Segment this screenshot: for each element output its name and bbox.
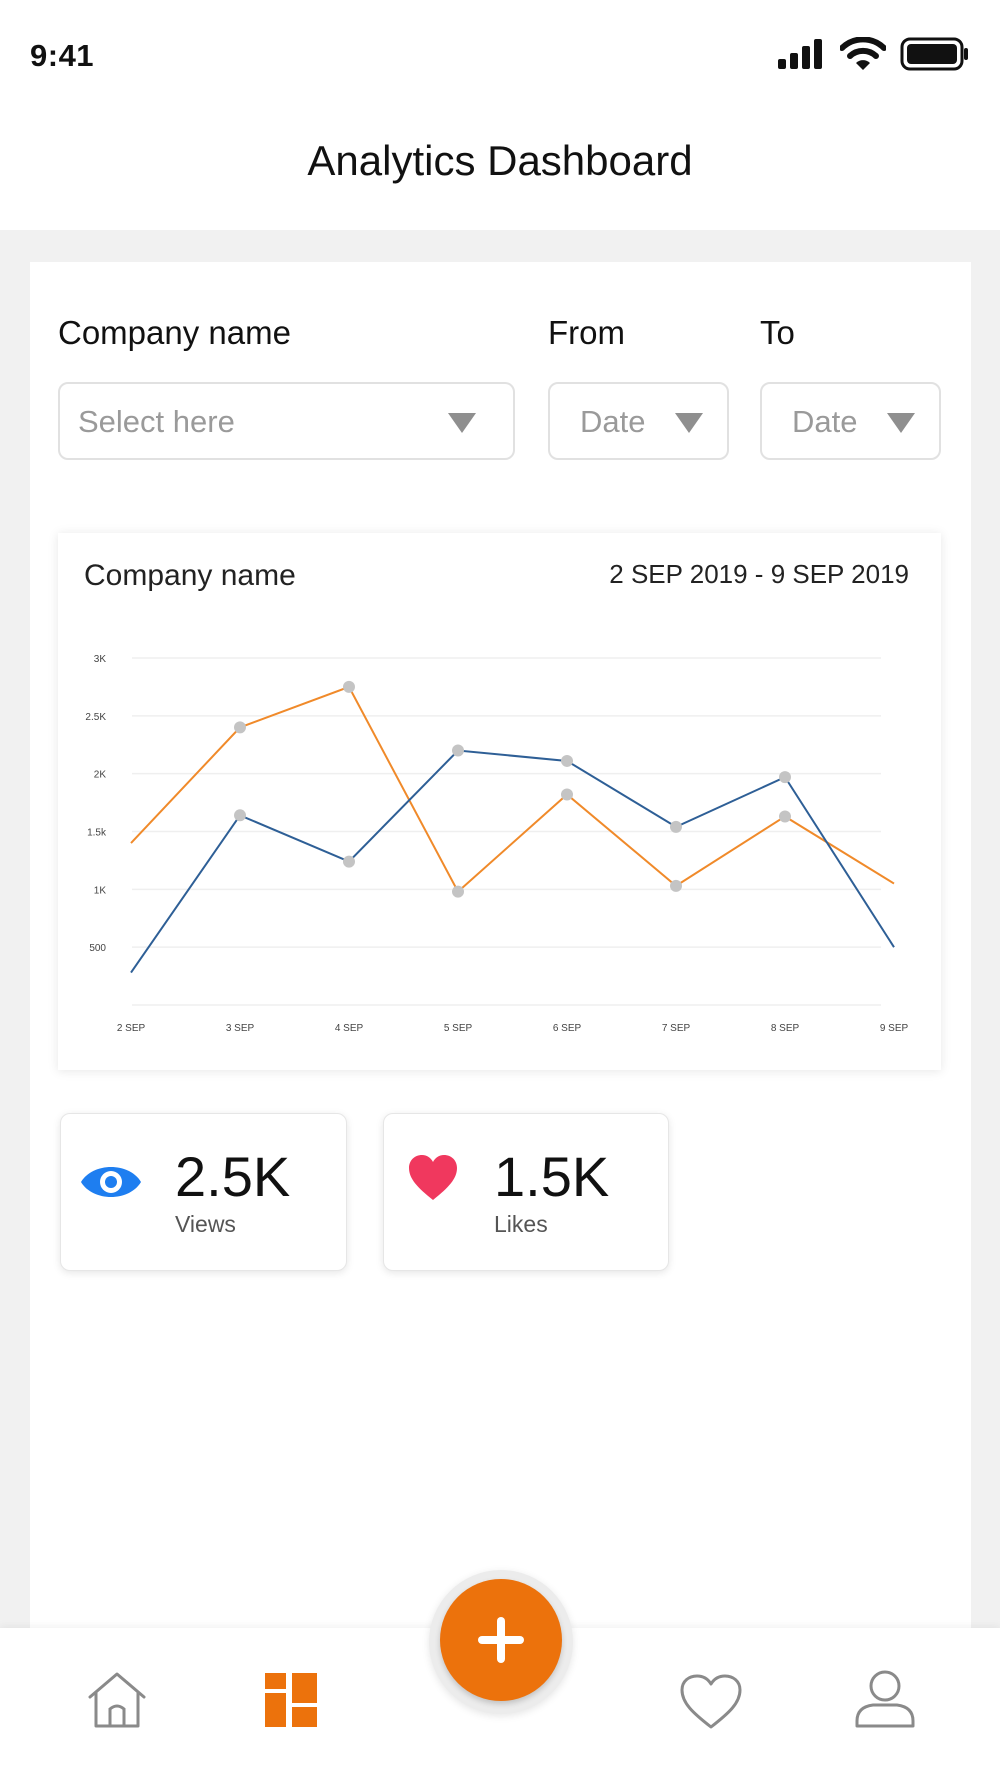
y-tick-label: 3K (94, 654, 107, 665)
data-point (779, 771, 791, 784)
views-label: Views (175, 1211, 236, 1237)
data-point (452, 744, 464, 757)
series-line-0 (130, 685, 895, 894)
chevron-down-icon (448, 413, 476, 433)
line-chart: 500 1K 1.5k 2K 2.5K 3K 2 SEP 3 SEP 4 SEP 5 SEP 6 S… (85, 654, 909, 1034)
from-date-placeholder: Date (580, 404, 646, 439)
y-tick-label: 1K (94, 885, 107, 896)
likes-label: Likes (494, 1211, 548, 1237)
data-point (670, 879, 682, 892)
to-date-select[interactable]: Date (760, 382, 941, 460)
company-name-label: Company name (58, 314, 291, 351)
data-point (234, 809, 246, 822)
to-date-placeholder: Date (792, 404, 858, 439)
dashboard-icon[interactable] (265, 1673, 317, 1727)
y-tick-label: 500 (89, 943, 106, 954)
likes-stat-card[interactable]: 1.5K Likes (383, 1113, 669, 1271)
chart-card: Company name 2 SEP 2019 - 9 SEP 2019 500… (58, 533, 941, 1070)
data-point (779, 810, 791, 823)
heart-outline-icon[interactable] (679, 1673, 743, 1731)
y-tick-label: 2.5K (85, 712, 106, 723)
x-tick-label: 2 SEP (117, 1023, 146, 1034)
x-tick-label: 9 SEP (880, 1023, 909, 1034)
company-select-placeholder: Select here (78, 404, 235, 439)
wifi-icon (840, 37, 886, 70)
signal-icon (778, 39, 822, 69)
chart-date-range: 2 SEP 2019 - 9 SEP 2019 (609, 559, 909, 589)
series-line-1 (130, 749, 895, 974)
y-tick-label: 1.5k (87, 828, 107, 839)
page-title: Analytics Dashboard (307, 137, 693, 184)
views-stat-card[interactable]: 2.5K Views (60, 1113, 347, 1271)
x-tick-label: 8 SEP (771, 1023, 800, 1034)
heart-icon (409, 1155, 457, 1200)
data-point (561, 754, 573, 767)
status-icons (776, 34, 970, 74)
x-tick-label: 5 SEP (444, 1023, 473, 1034)
data-point (670, 820, 682, 833)
battery-icon (900, 37, 968, 71)
from-date-select[interactable]: Date (548, 382, 729, 460)
x-tick-label: 3 SEP (226, 1023, 255, 1034)
x-tick-label: 4 SEP (335, 1023, 364, 1034)
x-tick-label: 7 SEP (662, 1023, 691, 1034)
home-icon[interactable] (86, 1671, 148, 1729)
company-select[interactable]: Select here (58, 382, 515, 460)
status-time: 9:41 (30, 38, 95, 73)
data-point (452, 885, 464, 898)
data-point (343, 680, 355, 693)
y-tick-label: 2K (94, 770, 107, 781)
x-tick-label: 6 SEP (553, 1023, 582, 1034)
add-button[interactable] (440, 1579, 562, 1701)
top-bar: 9:41 Analytics Dashboard (0, 0, 1000, 230)
profile-icon[interactable] (854, 1669, 916, 1729)
chart-title: Company name (84, 559, 296, 592)
plus-icon (478, 1617, 524, 1663)
likes-value: 1.5K (494, 1145, 610, 1208)
chevron-down-icon (675, 413, 703, 433)
from-label: From (548, 314, 625, 351)
data-point (561, 788, 573, 801)
views-value: 2.5K (175, 1145, 291, 1208)
chevron-down-icon (887, 413, 915, 433)
data-point (234, 721, 246, 734)
to-label: To (760, 314, 795, 351)
eye-icon (81, 1167, 141, 1197)
data-point (343, 855, 355, 868)
